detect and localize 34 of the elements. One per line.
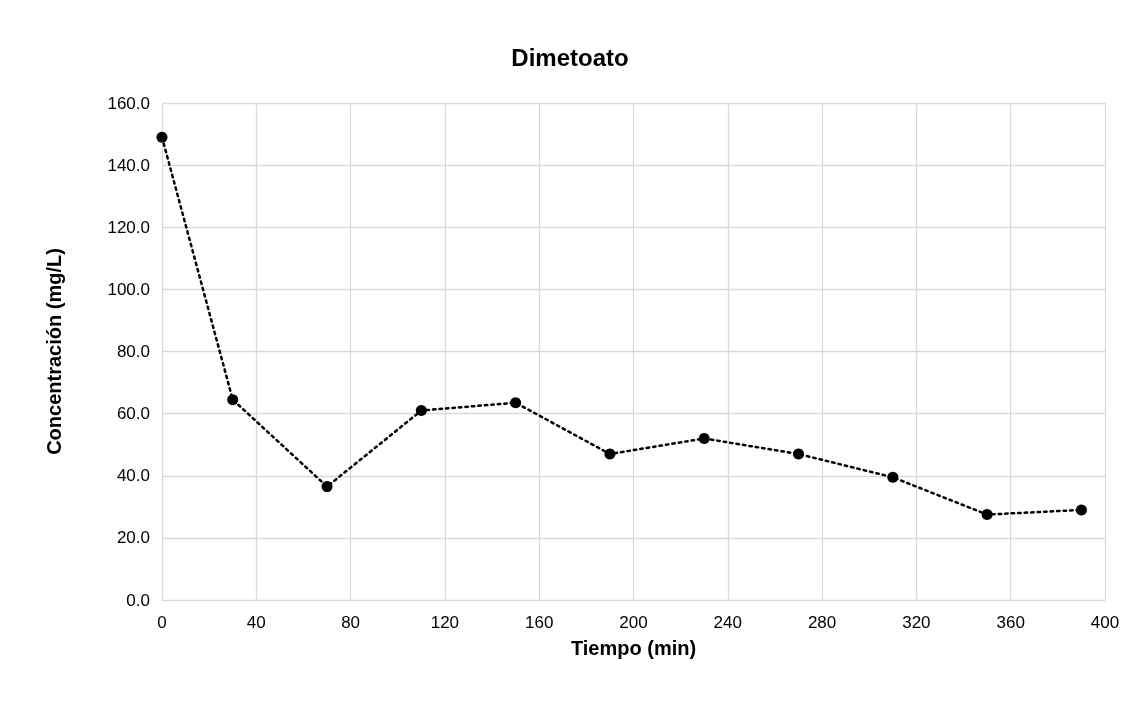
y-axis-title: Concentración (mg/L) bbox=[43, 248, 65, 455]
x-tick-label: 160 bbox=[525, 613, 554, 632]
y-tick-label: 100.0 bbox=[107, 279, 150, 299]
point bbox=[1075, 504, 1087, 516]
point bbox=[227, 394, 239, 406]
point bbox=[604, 448, 616, 460]
y-tick-label: 160.0 bbox=[107, 93, 150, 113]
y-tick-label: 20.0 bbox=[116, 528, 150, 548]
y-tick-label: 80.0 bbox=[116, 342, 150, 361]
x-tick-label: 400 bbox=[1090, 613, 1120, 632]
point bbox=[321, 481, 333, 493]
y-tick-label: 0.0 bbox=[126, 590, 150, 610]
y-tick-label: 120.0 bbox=[107, 217, 150, 237]
x-tick-label: 40 bbox=[246, 613, 266, 632]
x-axis-title: Tiempo (min) bbox=[570, 637, 697, 659]
point bbox=[981, 509, 993, 521]
y-tick-label: 140.0 bbox=[107, 155, 150, 175]
x-tick-label: 80 bbox=[341, 613, 361, 632]
x-tick-label: 240 bbox=[713, 613, 742, 632]
x-tick-label: 360 bbox=[996, 613, 1025, 632]
x-tick-label: 320 bbox=[902, 613, 931, 632]
chart-title: Dimetoato bbox=[511, 43, 629, 71]
y-tick-label: 40.0 bbox=[116, 466, 150, 486]
y-tick-label: 60.0 bbox=[116, 404, 150, 424]
point bbox=[793, 448, 805, 460]
x-tick-label: 0 bbox=[157, 613, 167, 632]
point bbox=[510, 397, 522, 409]
x-tick-label: 200 bbox=[619, 613, 648, 632]
x-tick-label: 280 bbox=[807, 613, 837, 632]
x-tick-label: 120 bbox=[430, 613, 460, 632]
point bbox=[698, 432, 710, 444]
point bbox=[887, 471, 899, 483]
point bbox=[415, 405, 427, 417]
point bbox=[156, 131, 168, 143]
